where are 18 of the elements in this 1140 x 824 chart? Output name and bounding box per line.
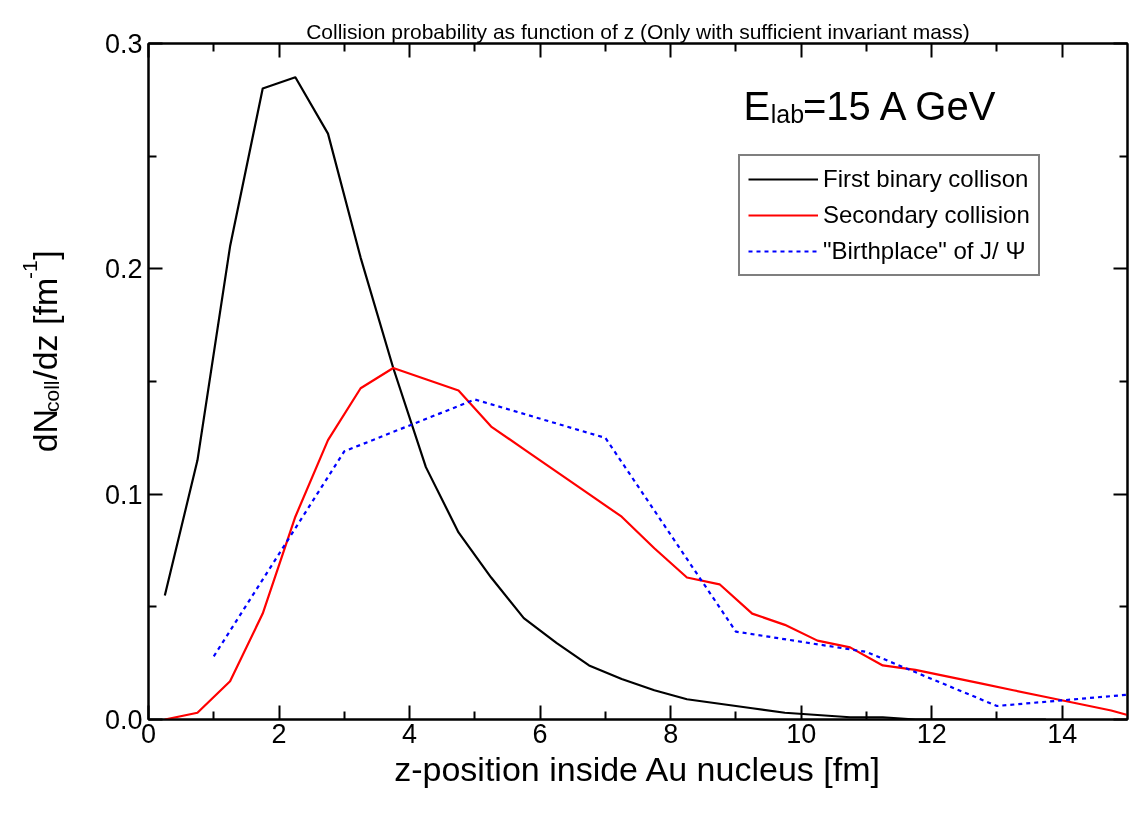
- annotation: Elab=15 A GeV: [743, 83, 996, 129]
- x-tick-label: 6: [532, 718, 548, 749]
- x-tick-label: 8: [663, 718, 679, 749]
- chart-title: Collision probability as function of z (Only with sufficient invariant mass): [306, 19, 970, 43]
- legend-label: "Birthplace" of J/ Ψ: [823, 236, 1026, 266]
- y-tick-label: 0.0: [104, 705, 143, 735]
- x-tick-label: 12: [916, 718, 947, 749]
- y-tick-label: 0.2: [104, 254, 143, 285]
- x-tick-label: 4: [402, 718, 418, 749]
- x-tick-label: 10: [786, 718, 817, 749]
- legend-label: First binary collison: [823, 164, 1029, 194]
- x-tick-label: 2: [271, 718, 287, 749]
- y-axis-title: dNcoll/dz [fm-1]: [18, 250, 64, 453]
- y-tick-label: 0.3: [104, 29, 143, 59]
- x-tick-label: 14: [1047, 718, 1078, 749]
- legend-label: Secondary collision: [823, 200, 1030, 230]
- x-axis-title: z-position inside Au nucleus [fm]: [394, 749, 880, 788]
- y-tick-label: 0.1: [104, 479, 143, 510]
